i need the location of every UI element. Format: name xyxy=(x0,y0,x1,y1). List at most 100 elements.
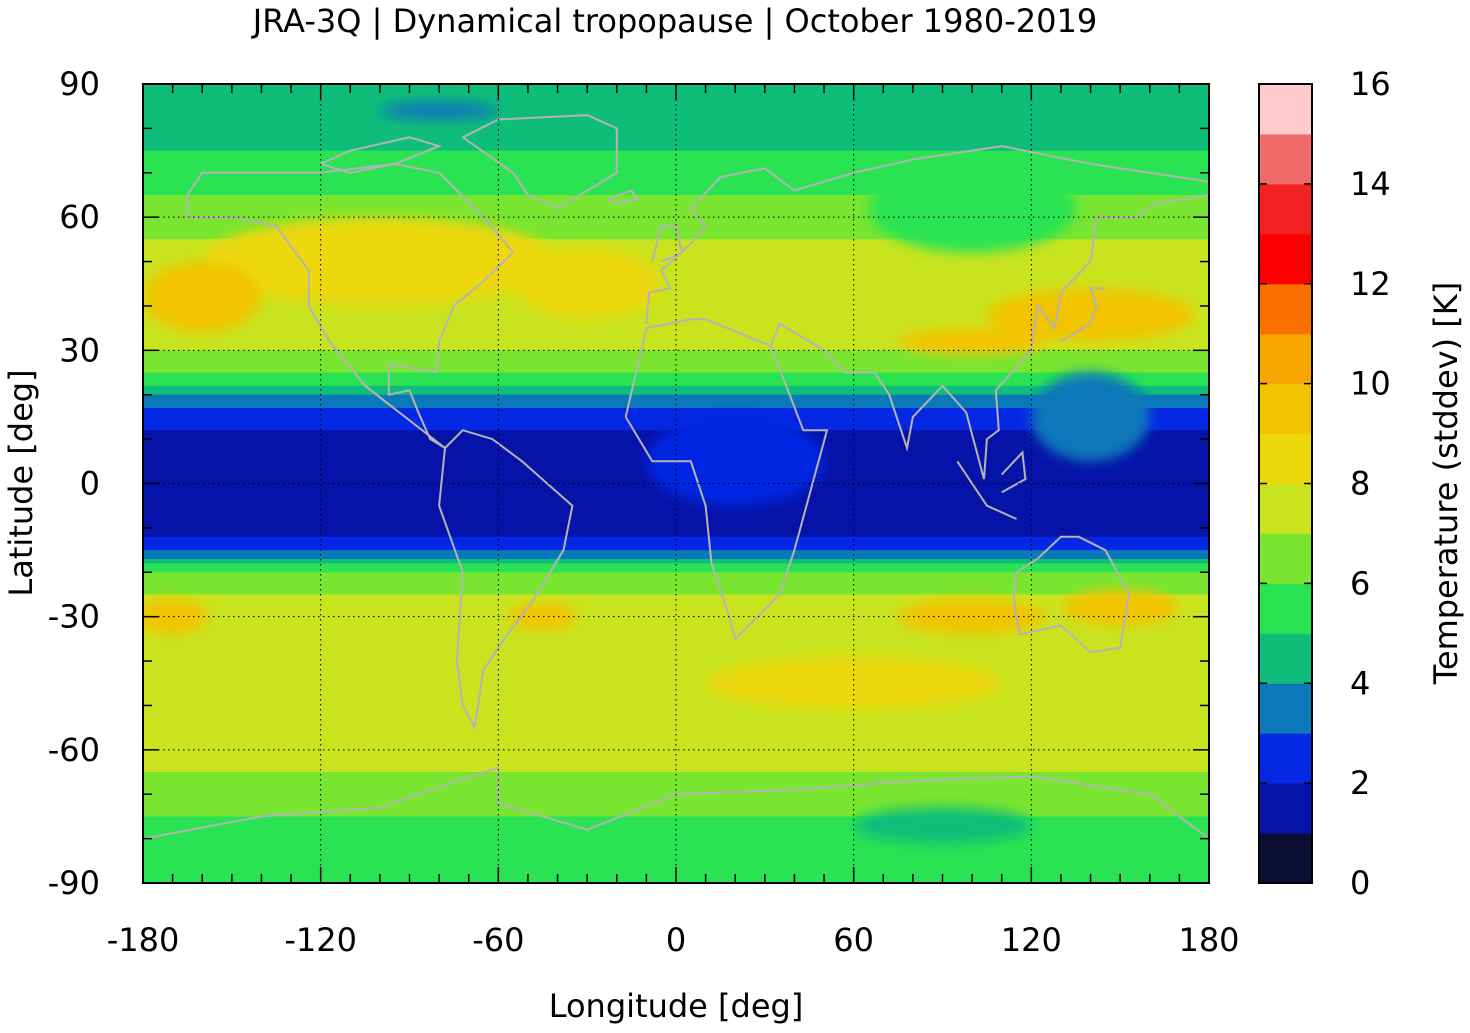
zonal-band xyxy=(143,128,1209,134)
zonal-band xyxy=(143,683,1209,689)
zonal-band xyxy=(143,785,1209,791)
zonal-band xyxy=(143,203,1209,209)
x-tick-label: -60 xyxy=(472,921,524,959)
colorbar-tick-label: 8 xyxy=(1350,465,1370,503)
zonal-band xyxy=(143,234,1209,240)
colorbar-swatch xyxy=(1259,183,1312,235)
colorbar-swatch xyxy=(1259,433,1312,484)
y-tick-label: 60 xyxy=(59,198,100,236)
x-tick-label: 180 xyxy=(1178,921,1239,959)
regional-anomaly xyxy=(646,416,825,506)
colorbar-swatch xyxy=(1259,683,1312,734)
colorbar-tick-label: 4 xyxy=(1350,664,1370,702)
regional-anomaly xyxy=(853,807,1032,844)
zonal-band xyxy=(143,345,1209,351)
colorbar-swatch xyxy=(1259,833,1312,884)
colorbar-swatch xyxy=(1259,383,1312,435)
colorbar-swatch xyxy=(1259,283,1312,335)
zonal-band xyxy=(143,545,1209,551)
zonal-band xyxy=(143,350,1209,356)
regional-anomaly xyxy=(868,163,1076,253)
zonal-band xyxy=(143,780,1209,786)
y-axis-label: Latitude [deg] xyxy=(2,369,40,596)
zonal-band xyxy=(143,838,1209,844)
zonal-band xyxy=(143,248,1209,254)
zonal-band xyxy=(143,643,1209,649)
zonal-band xyxy=(143,159,1209,165)
zonal-band xyxy=(143,581,1209,587)
zonal-band xyxy=(143,798,1209,804)
zonal-band xyxy=(143,803,1209,809)
zonal-band xyxy=(143,168,1209,174)
zonal-band-layer xyxy=(143,84,1209,883)
zonal-band xyxy=(143,550,1209,556)
colorbar-swatch xyxy=(1259,783,1312,834)
regional-anomaly xyxy=(143,598,209,635)
colorbar-tick-label: 14 xyxy=(1350,165,1391,203)
colorbar-swatch xyxy=(1259,84,1312,135)
zonal-band xyxy=(143,283,1209,289)
zonal-band xyxy=(143,625,1209,631)
colorbar-swatch xyxy=(1259,233,1312,285)
zonal-band xyxy=(143,310,1209,316)
colorbar-tick-label: 10 xyxy=(1350,365,1391,403)
regional-anomaly xyxy=(1060,590,1180,626)
zonal-band xyxy=(143,199,1209,205)
axis-ticks xyxy=(142,83,1210,884)
x-axis-tick-labels: -180 -120 -60 0 60 120 180 xyxy=(107,921,1240,959)
zonal-band xyxy=(143,279,1209,285)
regional-anomaly xyxy=(1031,372,1150,462)
zonal-band xyxy=(143,776,1209,782)
zonal-band xyxy=(143,190,1209,196)
zonal-band xyxy=(143,638,1209,644)
zonal-band xyxy=(143,119,1209,125)
zonal-band xyxy=(143,754,1209,760)
zonal-band xyxy=(143,541,1209,547)
zonal-band xyxy=(143,816,1209,822)
zonal-band xyxy=(143,354,1209,360)
regional-anomaly xyxy=(507,603,579,630)
zonal-band xyxy=(143,106,1209,112)
zonal-band xyxy=(143,705,1209,711)
regional-anomaly-layer xyxy=(143,101,1195,844)
zonal-band xyxy=(143,123,1209,129)
coastline xyxy=(1060,287,1106,343)
zonal-band xyxy=(143,385,1209,391)
grid-layer xyxy=(143,84,1209,883)
zonal-band xyxy=(143,368,1209,374)
coastline xyxy=(1012,535,1131,654)
zonal-band xyxy=(143,621,1209,627)
zonal-band xyxy=(143,789,1209,795)
zonal-band xyxy=(143,820,1209,826)
zonal-band xyxy=(143,723,1209,729)
zonal-band xyxy=(143,860,1209,866)
y-tick-label: -90 xyxy=(48,864,100,902)
colorbar: 16 14 12 10 8 6 4 2 0 Temperature (stddev) [K] xyxy=(1258,65,1465,902)
zonal-band xyxy=(143,403,1209,409)
zonal-band xyxy=(143,421,1209,427)
zonal-band xyxy=(143,714,1209,720)
zonal-band xyxy=(143,230,1209,236)
x-tick-label: -120 xyxy=(284,921,357,959)
zonal-band xyxy=(143,598,1209,604)
regional-anomaly xyxy=(513,248,662,320)
zonal-band xyxy=(143,399,1209,405)
colorbar-swatch xyxy=(1259,533,1312,584)
zonal-band xyxy=(143,274,1209,280)
zonal-band xyxy=(143,390,1209,396)
colorbar-swatches xyxy=(1259,84,1312,884)
y-tick-label: -60 xyxy=(48,731,100,769)
zonal-band xyxy=(143,590,1209,596)
zonal-band xyxy=(143,341,1209,347)
zonal-band xyxy=(143,363,1209,369)
zonal-band xyxy=(143,834,1209,840)
colorbar-tick-label: 0 xyxy=(1350,864,1370,902)
zonal-band xyxy=(143,323,1209,329)
zonal-band xyxy=(143,243,1209,249)
zonal-band xyxy=(143,718,1209,724)
zonal-band xyxy=(143,328,1209,334)
zonal-band xyxy=(143,270,1209,276)
colorbar-tick-label: 6 xyxy=(1350,564,1370,602)
zonal-band xyxy=(143,408,1209,414)
